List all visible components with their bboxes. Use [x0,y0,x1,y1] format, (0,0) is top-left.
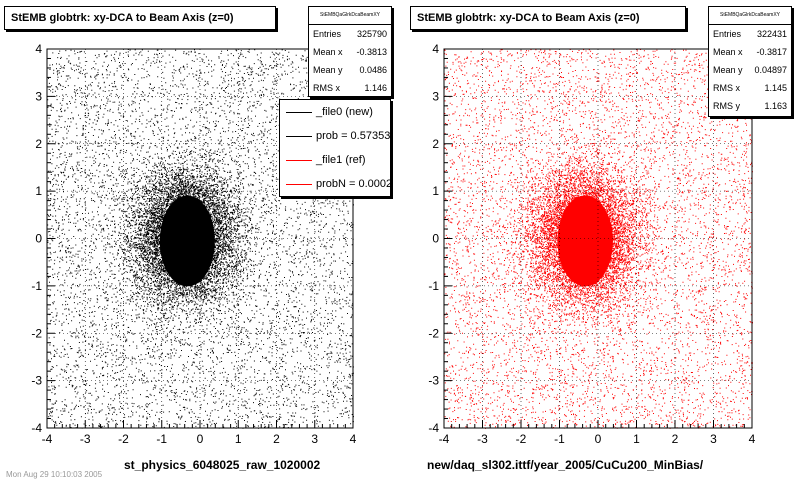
scatter-core [159,195,215,287]
legend-swatch [286,160,312,161]
scatter-points [444,49,753,429]
legend-label: probN = 0.000202 [316,178,391,190]
right-stats-value: 1.145 [764,83,787,93]
footer-timestamp: Mon Aug 29 10:10:03 2005 [6,470,103,479]
left-chart-title: StEMB globtrk: xy-DCA to Beam Axis (z=0) [4,6,276,30]
y-tick-label: 4 [432,42,439,56]
legend-entry: _file0 (new) [280,100,390,124]
right-x-axis-label: new/daq_sl302.ittf/year_2005/CuCu200_Min… [427,458,704,472]
chart-1: -4 -3 -2 -1 0 1 2 3 4 -4 -3 -2 -1 0 1 2 3 4 [428,42,755,446]
left-stats-row: Entries 325790 [309,25,391,43]
y-tick-label: 4 [35,42,42,56]
y-tick-label: -1 [31,279,42,293]
y-tick-label: 1 [35,184,42,198]
x-tick-label: -1 [156,432,167,446]
right-stats-label: Mean y [713,65,743,75]
y-tick-label: 3 [35,89,42,103]
y-tick-label: 2 [35,137,42,151]
x-tick-label: 2 [273,432,280,446]
legend-swatch [286,184,312,185]
left-x-axis-label: st_physics_6048025_raw_1020002 [124,458,321,472]
legend-entry: probN = 0.000202 [280,172,390,196]
y-tick-label: 0 [35,232,42,246]
legend-label: _file0 (new) [316,106,373,118]
x-tick-label: 4 [749,432,756,446]
x-tick-label: 2 [672,432,679,446]
left-stats-label: Mean y [313,65,343,75]
y-tick-label: 2 [432,137,439,151]
left-stats-label: Mean x [313,47,343,57]
right-chart-title: StEMB globtrk: xy-DCA to Beam Axis (z=0) [410,6,686,30]
left-stats-value: -0.3813 [356,47,387,57]
y-tick-label: 3 [432,89,439,103]
right-stats-name: StEMBQaGlrkDcaBeamXY [709,7,791,25]
scatter-points [47,49,354,429]
x-tick-label: 0 [595,432,602,446]
y-tick-label: -4 [428,421,439,435]
legend-label: prob = 0.573536 [316,130,391,142]
right-stats-value: 322431 [756,29,787,39]
left-stats-row: Mean x -0.3813 [309,43,391,61]
right-stats-row: Mean y 0.04897 [709,61,791,79]
right-stats-value: 1.163 [764,101,787,111]
y-tick-label: -3 [428,374,439,388]
y-tick-label: -1 [428,279,439,293]
right-stats-label: Entries [713,29,742,39]
y-tick-label: -2 [428,326,439,340]
left-stats-box: StEMBQaGlrkDcaBeamXY Entries 325790 Mean… [308,6,392,97]
legend-swatch [286,136,312,137]
right-stats-row: RMS y 1.163 [709,97,791,115]
right-stats-label: RMS y [713,101,740,111]
comparison-legend: _file0 (new) prob = 0.573536 _file1 (ref… [279,99,391,197]
left-stats-row: Mean y 0.0486 [309,61,391,79]
x-tick-label: 1 [633,432,640,446]
x-tick-label: 1 [235,432,242,446]
x-tick-label: 3 [311,432,318,446]
right-stats-label: Mean x [713,47,743,57]
x-tick-label: 0 [197,432,204,446]
left-stats-name: StEMBQaGlrkDcaBeamXY [309,7,391,25]
x-tick-label: 3 [710,432,717,446]
right-stats-label: RMS x [713,83,740,93]
left-stats-value: 325790 [356,29,387,39]
right-stats-row: RMS x 1.145 [709,79,791,97]
legend-label: _file1 (ref) [316,154,366,166]
left-stats-label: RMS x [313,83,340,93]
legend-entry: _file1 (ref) [280,148,390,172]
left-stats-value: 1.146 [364,83,387,93]
left-stats-row: RMS x 1.146 [309,79,391,97]
x-tick-label: -3 [477,432,488,446]
right-stats-box: StEMBQaGlrkDcaBeamXY Entries 322431 Mean… [708,6,792,117]
x-tick-label: 4 [350,432,357,446]
y-tick-label: -2 [31,326,42,340]
right-stats-row: Entries 322431 [709,25,791,43]
left-stats-value: 0.0486 [359,65,387,75]
x-tick-label: -2 [516,432,527,446]
legend-swatch [286,112,312,113]
right-stats-row: Mean x -0.3817 [709,43,791,61]
y-tick-label: 1 [432,184,439,198]
scatter-core [557,195,613,287]
x-tick-label: -4 [439,432,450,446]
right-stats-value: -0.3817 [756,47,787,57]
x-tick-label: -4 [42,432,53,446]
left-stats-label: Entries [313,29,342,39]
right-stats-value: 0.04897 [754,65,787,75]
legend-entry: prob = 0.573536 [280,124,390,148]
y-tick-label: 0 [432,232,439,246]
y-tick-label: -4 [31,421,42,435]
x-tick-label: -1 [554,432,565,446]
y-tick-label: -3 [31,374,42,388]
x-tick-label: -3 [80,432,91,446]
x-tick-label: -2 [118,432,129,446]
